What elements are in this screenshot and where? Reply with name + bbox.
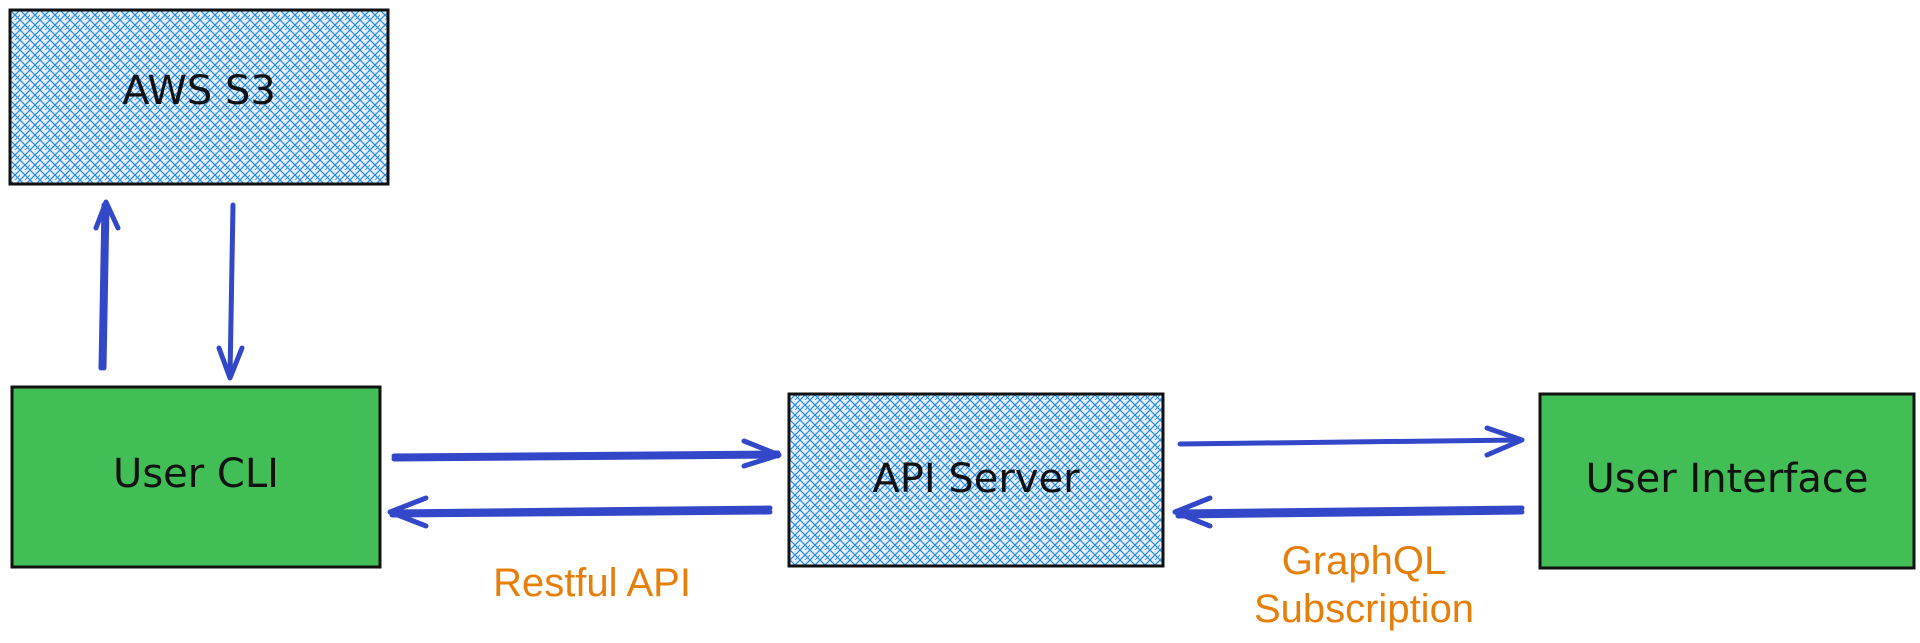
api-server-node: API Server bbox=[787, 392, 1165, 568]
arrow-cli-to-s3 bbox=[93, 199, 121, 371]
user-cli-label: User CLI bbox=[113, 451, 279, 497]
arrow-s3-to-cli bbox=[216, 202, 245, 381]
aws-s3-node: AWS S3 bbox=[8, 8, 390, 186]
graphql-label-line1: GraphQL bbox=[1282, 539, 1447, 583]
user-interface-label: User Interface bbox=[1586, 456, 1869, 502]
user-interface-node: User Interface bbox=[1538, 392, 1916, 570]
arrow-ui-to-api bbox=[1172, 495, 1525, 529]
user-cli-node: User CLI bbox=[10, 385, 382, 569]
graphql-label-line2: Subscription bbox=[1254, 587, 1474, 631]
arrow-api-to-cli bbox=[387, 495, 773, 529]
api-server-label: API Server bbox=[872, 456, 1080, 502]
arrow-cli-to-api bbox=[391, 438, 782, 469]
restful-api-label: Restful API bbox=[493, 561, 691, 605]
aws-s3-label: AWS S3 bbox=[122, 68, 276, 114]
arrow-api-to-ui bbox=[1177, 425, 1525, 458]
